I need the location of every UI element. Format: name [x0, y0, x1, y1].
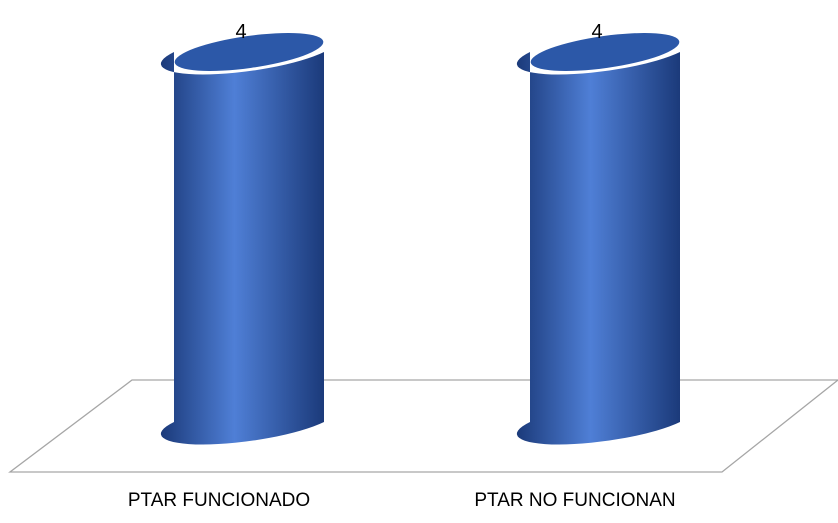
category-label-1: PTAR FUNCIONADO — [128, 490, 310, 511]
bars-layer — [160, 33, 680, 445]
chart-floor — [8, 379, 838, 473]
data-label-2: 4 — [591, 21, 602, 43]
data-label-1: 4 — [235, 21, 246, 43]
labels-layer: 4 PTAR FUNCIONADO 4 PTAR NO FUNCIONAN — [128, 21, 676, 511]
bar-cylinder-2 — [516, 52, 680, 445]
bar-top-2 — [530, 33, 680, 71]
category-label-2: PTAR NO FUNCIONAN — [474, 490, 675, 511]
bar-cylinder-1 — [160, 52, 324, 445]
bar-top-1 — [174, 33, 324, 71]
